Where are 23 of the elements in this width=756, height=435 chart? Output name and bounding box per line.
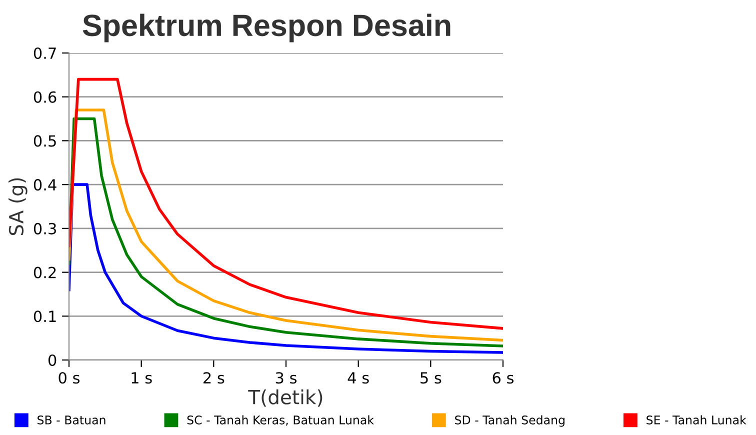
line-series [69,78,503,330]
y-tick-label: 0.3 [34,222,56,234]
legend-label: SE - Tanah Lunak [646,415,746,424]
x-tick-label: 5 s [420,372,442,384]
legend-label: SC - Tanah Keras, Batuan Lunak [187,415,374,426]
x-tick-label: 6 s [492,372,514,384]
y-tick-label: 0.4 [34,179,56,191]
y-tick-label: 0.6 [34,91,56,103]
x-tick-label: 4 s [348,372,369,384]
y-tick-label: 0 [48,354,56,366]
y-tick-label: 0.1 [34,310,56,322]
y-axis-title: SA (g) [8,178,28,236]
legend-label: SB - Batuan [38,416,106,424]
y-tick-label: 0.2 [34,266,56,278]
x-tick-label: 3 s [276,372,297,384]
y-tick-label: 0.5 [34,135,56,147]
x-tick-label: 2 s [204,372,224,384]
legend-label: SD - Tanah Sedang [455,415,564,427]
x-axis-title: T(detik) [248,389,322,407]
x-tick-label: 1 s [132,372,152,384]
chart-title: Spektrum Respon Desain [82,14,450,42]
x-tick-label: 0 s [58,372,80,384]
y-tick-label: 0.7 [34,47,56,60]
